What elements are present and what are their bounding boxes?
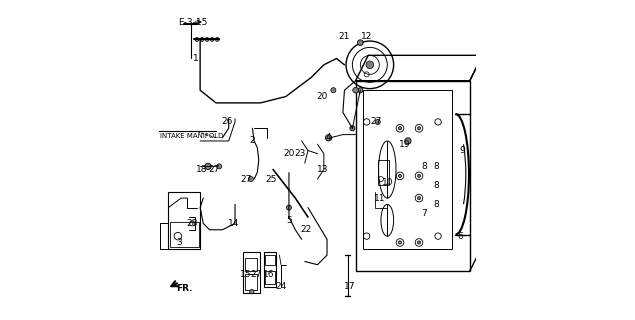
- Text: E-3-15: E-3-15: [178, 18, 207, 27]
- Text: 14: 14: [228, 219, 239, 228]
- Text: 27: 27: [250, 270, 262, 279]
- Circle shape: [375, 119, 380, 124]
- Bar: [378, 160, 389, 185]
- Text: 8: 8: [421, 162, 427, 171]
- Circle shape: [325, 135, 331, 141]
- Circle shape: [215, 37, 219, 41]
- Text: 27: 27: [209, 165, 220, 174]
- Text: 20: 20: [283, 149, 295, 158]
- Text: 13: 13: [316, 165, 328, 174]
- Circle shape: [417, 241, 420, 244]
- Circle shape: [250, 289, 254, 294]
- Circle shape: [404, 138, 411, 144]
- Text: 25: 25: [266, 174, 277, 184]
- Circle shape: [398, 174, 401, 178]
- Text: 8: 8: [434, 181, 439, 190]
- Circle shape: [417, 196, 420, 200]
- Text: 18: 18: [196, 165, 208, 174]
- Text: 8: 8: [434, 200, 439, 209]
- Circle shape: [358, 88, 363, 93]
- Circle shape: [217, 164, 222, 169]
- Bar: [363, 90, 452, 249]
- Circle shape: [352, 87, 358, 93]
- Circle shape: [200, 37, 204, 41]
- Text: 11: 11: [373, 194, 385, 203]
- Text: 8: 8: [434, 162, 439, 171]
- Circle shape: [350, 126, 355, 131]
- Circle shape: [195, 37, 199, 41]
- Text: 15: 15: [241, 270, 252, 279]
- Text: 4: 4: [326, 133, 331, 142]
- Bar: [168, 192, 200, 249]
- Text: 19: 19: [399, 140, 410, 148]
- Text: 6: 6: [457, 232, 463, 241]
- Bar: [356, 81, 470, 271]
- Bar: [265, 255, 275, 265]
- Circle shape: [248, 177, 253, 181]
- Circle shape: [331, 88, 336, 93]
- Text: 17: 17: [344, 282, 355, 292]
- Text: 20: 20: [317, 92, 328, 101]
- Text: 12: 12: [361, 32, 372, 41]
- Text: 5: 5: [286, 216, 292, 225]
- Text: 10: 10: [382, 178, 393, 187]
- Circle shape: [358, 40, 363, 45]
- Text: 22: 22: [301, 225, 312, 234]
- Bar: [244, 258, 257, 271]
- Text: 9: 9: [459, 146, 465, 155]
- Circle shape: [417, 127, 420, 130]
- Circle shape: [205, 163, 211, 170]
- Bar: [264, 252, 276, 287]
- Circle shape: [210, 37, 214, 41]
- Circle shape: [286, 205, 291, 210]
- Text: 21: 21: [339, 32, 350, 41]
- Text: 27: 27: [241, 174, 252, 184]
- Bar: [243, 252, 260, 293]
- Text: 7: 7: [421, 209, 427, 219]
- Bar: [170, 222, 199, 247]
- Text: 1: 1: [192, 54, 198, 63]
- Text: 28: 28: [187, 219, 198, 228]
- Text: 23: 23: [295, 149, 305, 158]
- Text: 2: 2: [250, 136, 255, 146]
- Text: 24: 24: [276, 282, 286, 292]
- Circle shape: [366, 61, 373, 69]
- Bar: [265, 271, 275, 284]
- Circle shape: [398, 241, 401, 244]
- Text: 16: 16: [263, 270, 274, 279]
- Circle shape: [205, 37, 209, 41]
- Text: 3: 3: [177, 238, 182, 247]
- Circle shape: [417, 174, 420, 178]
- Text: 26: 26: [222, 117, 233, 126]
- Circle shape: [398, 127, 401, 130]
- Text: INTAKE MANIFOLD: INTAKE MANIFOLD: [159, 133, 223, 139]
- Text: FR.: FR.: [177, 284, 193, 293]
- Text: 27: 27: [370, 117, 382, 126]
- Bar: [244, 274, 257, 290]
